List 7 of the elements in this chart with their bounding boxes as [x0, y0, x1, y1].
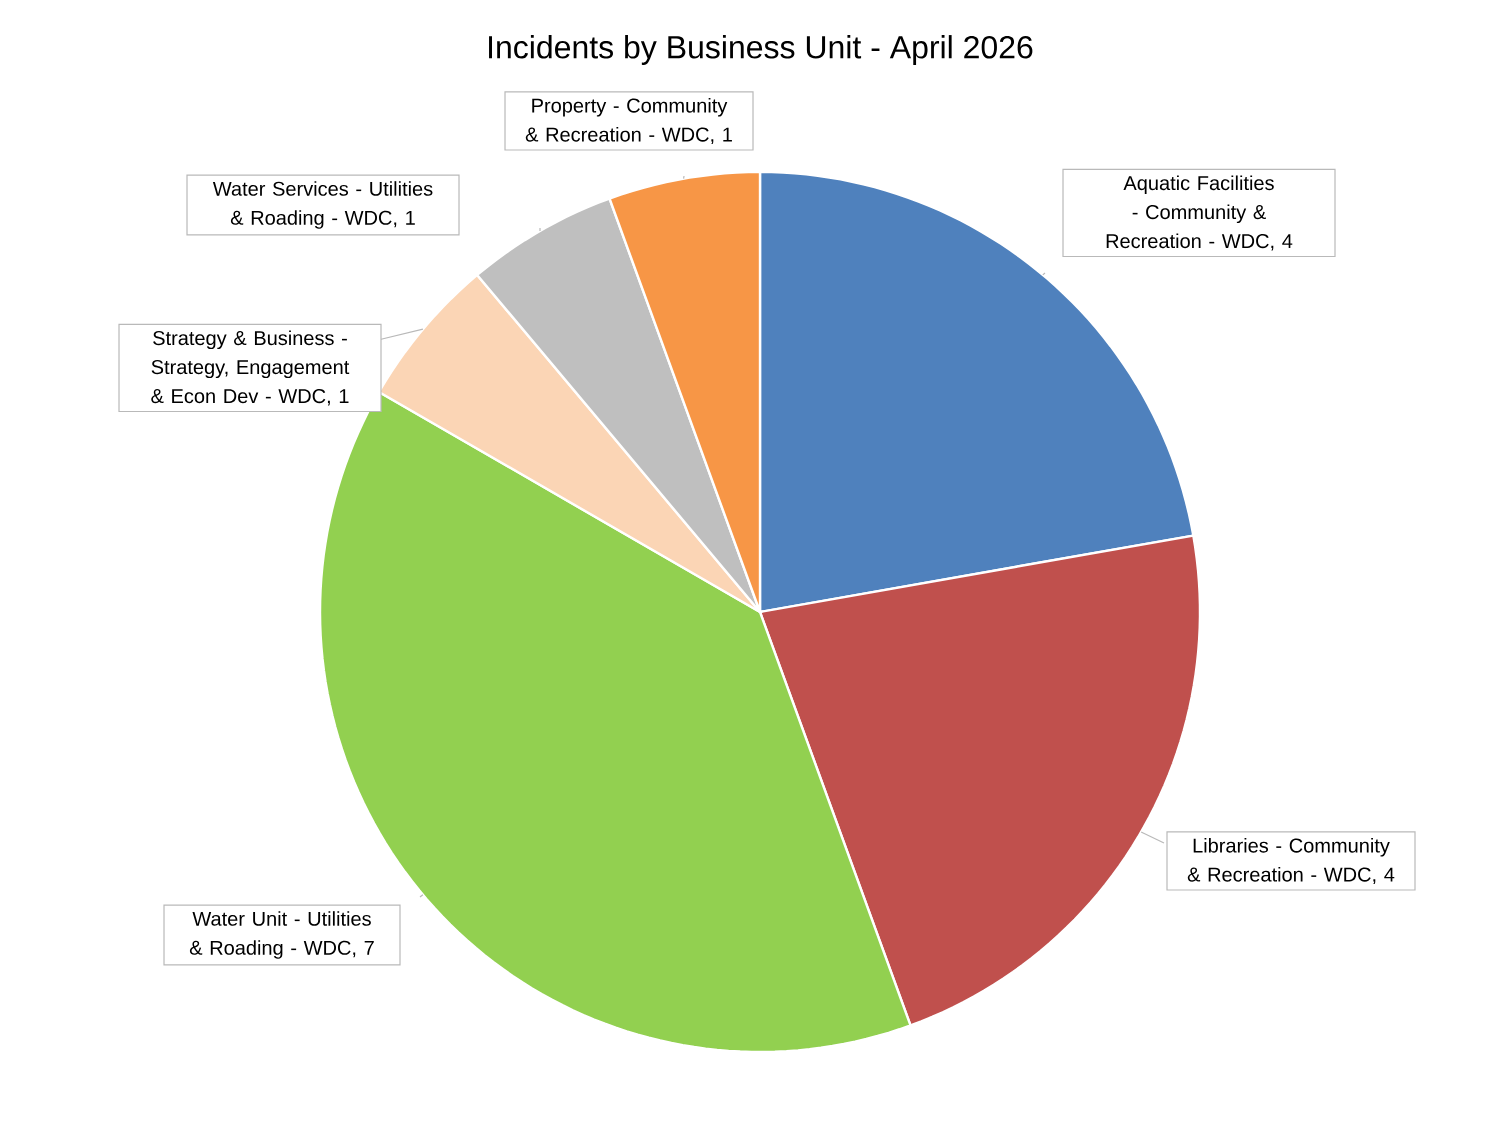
data-label: Strategy & Business - Strategy, Engagement & Econ Dev - WDC, 1 [151, 330, 350, 406]
data-label: Water Services - Utilities & Roading - WDC, 1 [212, 181, 433, 229]
data-label: Aquatic Facilities - Community & Recreation - WDC, 4 [1106, 175, 1293, 251]
data-label: Water Unit - Utilities & Roading - WDC, 7 [189, 911, 374, 959]
data-label: Property - Community & Recreation - WDC, 1 [525, 97, 732, 145]
data-label: Libraries - Community & Recreation - WDC, 4 [1187, 837, 1395, 885]
chart-title: Incidents by Business Unit - April 2026 [489, 35, 1033, 65]
